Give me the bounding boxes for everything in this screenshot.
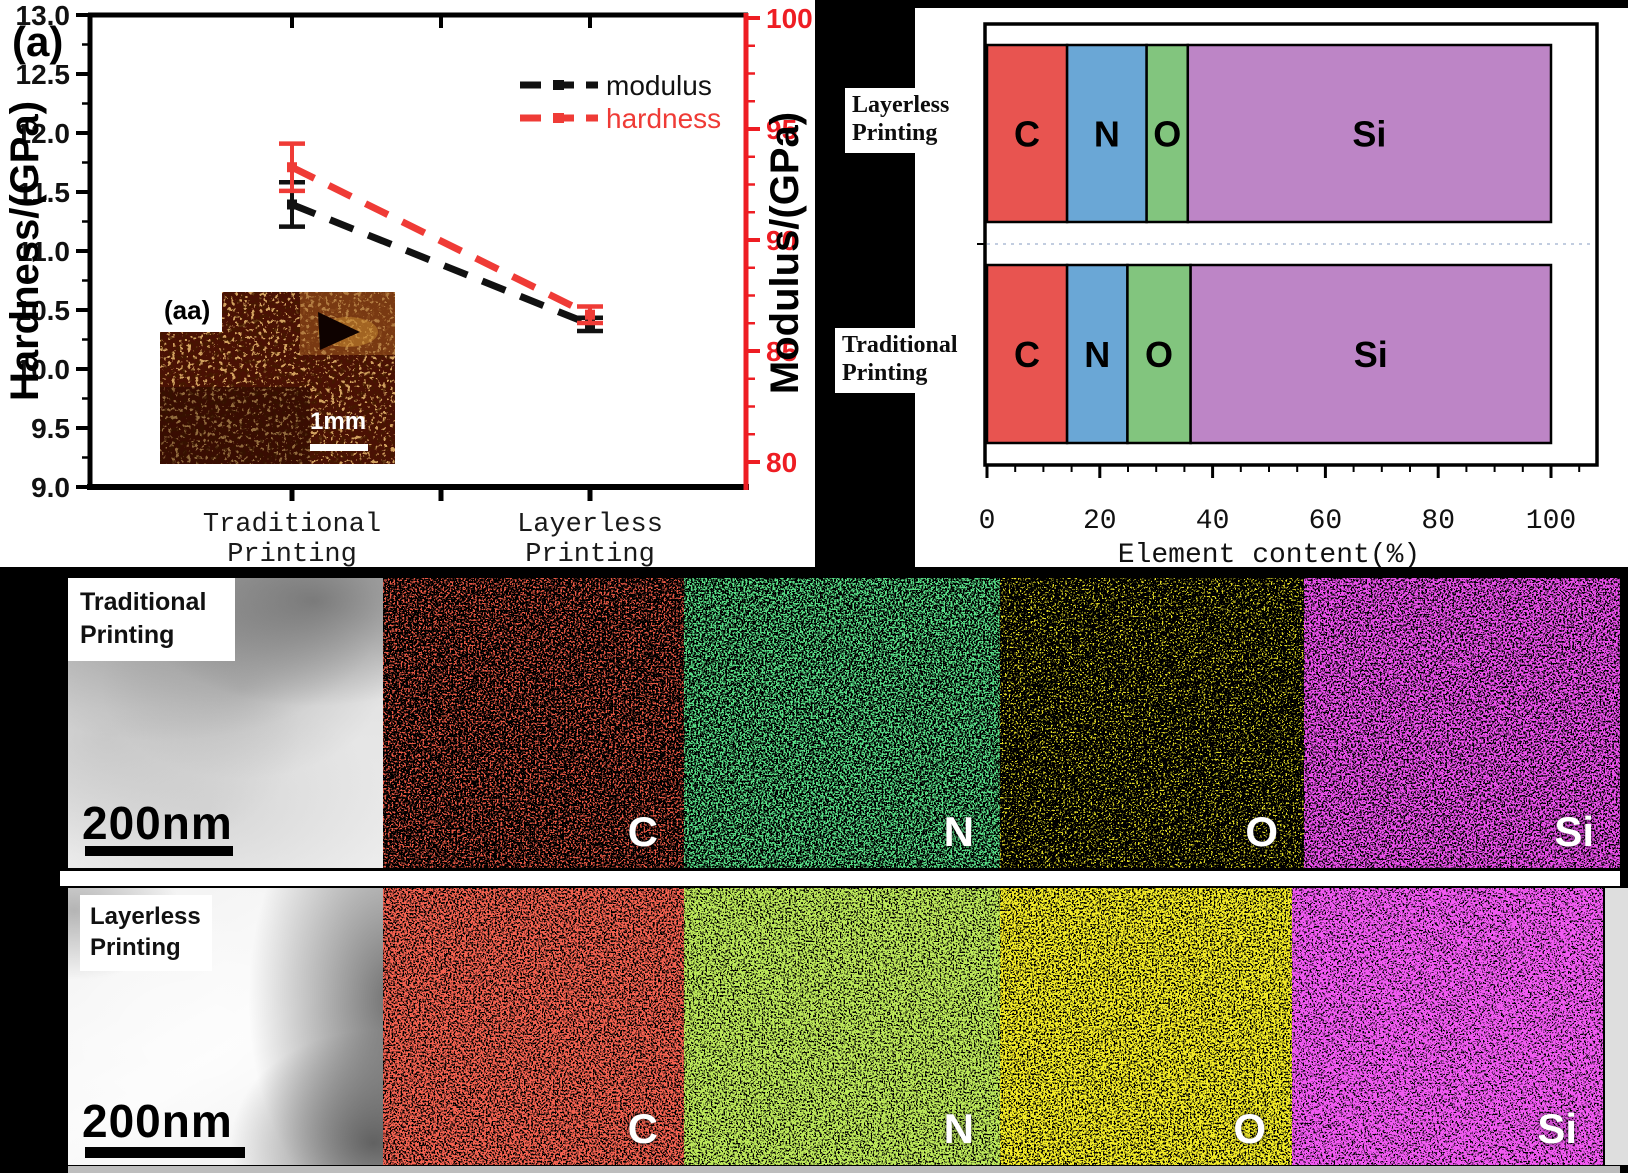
afm-inset-image: (aa) 1mm: [160, 292, 395, 464]
x-category-label: Layerless: [517, 510, 663, 540]
bar-segment-O: [1145, 43, 1190, 224]
eds-map-layerless-O: O: [1000, 888, 1292, 1165]
right-axis-tick-label: 100: [766, 3, 813, 34]
left-axis-title: Hardness/(GPa): [3, 101, 47, 401]
x-category-label: Printing: [227, 540, 357, 570]
bar-segment-label: N: [1094, 114, 1120, 155]
eds-map-layerless-Si: Si: [1292, 888, 1603, 1165]
legend-label-hardness: hardness: [606, 103, 721, 134]
eds-map-layerless-N: N: [684, 888, 1000, 1165]
left-axis-tick-label: 13.0: [16, 0, 71, 31]
bar-segment-label: O: [1145, 334, 1173, 375]
eds-map-element-label: C: [627, 808, 658, 855]
data-point-hardness: [287, 162, 297, 173]
left-axis-tick-label: 9.5: [31, 413, 70, 444]
data-point-hardness: [585, 309, 595, 320]
left-axis-tick-label: 12.0: [16, 118, 71, 149]
bar-row-label-line: Printing: [852, 120, 938, 147]
bar-segment-label: Si: [1354, 334, 1388, 375]
scalebar-text: 200nm: [82, 797, 233, 849]
tem-image-traditional: Traditional Printing 200nm: [68, 578, 383, 868]
panel-label: (a): [12, 18, 63, 65]
bar-segment-N: [1065, 43, 1148, 224]
eds-row-label-line: Printing: [80, 620, 175, 649]
row-separator: [60, 871, 1620, 886]
eds-map-traditional-N: N: [684, 578, 1000, 868]
bar-segment-C: [985, 43, 1069, 224]
data-point-modulus: [287, 199, 297, 210]
left-axis-tick-label: 9.0: [31, 472, 70, 503]
bar-row-label-line: Traditional: [842, 332, 958, 358]
inset-label: (aa): [164, 295, 211, 325]
bar-segment-label: O: [1153, 114, 1181, 155]
left-axis-tick-label: 12.5: [16, 59, 71, 90]
right-axis-tick-label: 90: [766, 225, 797, 256]
scalebar-text: 200nm: [82, 1095, 233, 1147]
legend-label-modulus: modulus: [606, 70, 712, 101]
series-line-hardness: [290, 164, 592, 318]
eds-map-element-label: O: [1245, 808, 1278, 855]
bar-row-label-line: Printing: [842, 360, 928, 387]
bar-x-tick-label: 20: [1083, 506, 1117, 537]
bar-segment-label: C: [1014, 114, 1040, 155]
nanoindentation-chart: 9.0 9.5 10.0 10.5 11.0 11.5 12.0 12.5 13.0 80 85 90…: [3, 0, 813, 570]
eds-map-traditional-Si: Si: [1304, 578, 1620, 868]
bar-x-tick-label: 40: [1196, 506, 1230, 537]
eds-row-label-layerless: Layerless Printing: [80, 895, 212, 972]
eds-map-element-label: N: [943, 808, 974, 855]
inset-label-patch: [160, 292, 222, 332]
bar-x-tick-label: 80: [1421, 506, 1455, 537]
tem-image-layerless: Layerless Printing 200nm: [68, 888, 383, 1165]
bar-segment-label: Si: [1352, 114, 1386, 155]
right-edge-strip: [1605, 888, 1628, 1165]
bar-row-label-traditional: Traditional Printing: [835, 328, 971, 393]
right-axis-tick-label: 95: [766, 114, 797, 145]
bar-segment-label: C: [1014, 334, 1040, 375]
eds-map-element-label: C: [627, 1105, 658, 1152]
bottom-edge-strip: [68, 1166, 1620, 1173]
right-axis-tick-label: 80: [766, 447, 797, 478]
x-category-label: Traditional: [203, 510, 381, 540]
scalebar: [85, 846, 233, 856]
eds-row-label-line: Layerless: [90, 903, 201, 930]
eds-map-element-label: N: [943, 1105, 974, 1152]
bar-segment-N: [1065, 263, 1129, 445]
eds-map-element-label: O: [1233, 1105, 1266, 1152]
right-axis-title: Modulus/(GPa): [763, 112, 807, 394]
bar-segment-C: [985, 263, 1069, 445]
left-axis-tick-label: 11.5: [17, 177, 70, 208]
nanoindentation-chart-panel: 9.0 9.5 10.0 10.5 11.0 11.5 12.0 12.5 13.0 80 85 90…: [0, 0, 815, 570]
bar-segment-label: N: [1084, 334, 1110, 375]
inset-scalebar-text: 1mm: [310, 408, 367, 435]
left-axis-tick-label: 10.0: [16, 354, 71, 385]
right-axis-tick-label: 85: [766, 336, 797, 367]
inset-scalebar: [310, 444, 368, 451]
bar-x-tick-label: 100: [1526, 506, 1576, 537]
eds-map-element-label: Si: [1554, 808, 1594, 855]
eds-map-traditional-C: C: [383, 578, 684, 868]
left-axis-tick-label: 11.0: [17, 236, 70, 267]
x-category-label: Printing: [525, 540, 655, 570]
eds-map-element-label: Si: [1537, 1105, 1577, 1152]
bar-segment-Si: [1189, 263, 1553, 445]
element-content-chart-panel: Layerless Printing Traditional Printing …: [815, 0, 1628, 567]
bar-row-label-line: Layerless: [852, 92, 950, 118]
scalebar: [85, 1147, 245, 1158]
bar-x-tick-label: 0: [979, 506, 996, 537]
bar-x-tick-label: 60: [1309, 506, 1343, 537]
eds-maps-section: Traditional Printing 200nm C N O Si Laye…: [0, 567, 1628, 1173]
eds-row-label-traditional: Traditional Printing: [68, 578, 235, 661]
eds-row-label-line: Traditional: [80, 588, 207, 616]
series-line-modulus: [290, 201, 592, 328]
bar-segment-Si: [1186, 43, 1553, 224]
eds-map-layerless-C: C: [383, 888, 684, 1165]
left-axis-tick-label: 10.5: [16, 295, 71, 326]
eds-row-label-line: Printing: [90, 934, 181, 962]
bar-row-label-layerless: Layerless Printing: [845, 88, 965, 153]
eds-map-traditional-O: O: [1000, 578, 1304, 868]
bar-x-axis-title: Element content(%): [1118, 540, 1420, 567]
